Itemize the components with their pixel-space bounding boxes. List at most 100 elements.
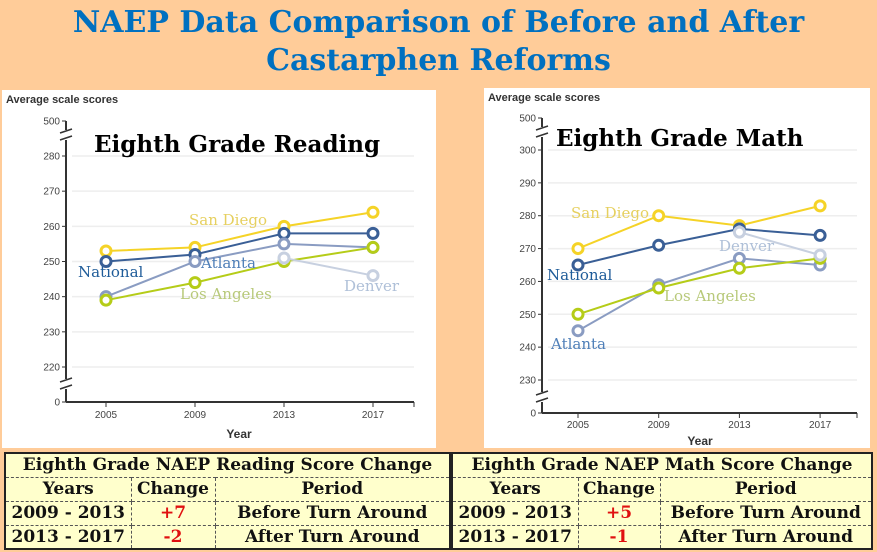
cell-period: Before Turn Around (659, 500, 873, 526)
data-point-denver (366, 269, 380, 283)
title-line-1: NAEP Data Comparison of Before and After (72, 5, 805, 40)
cell-change: +7 (130, 500, 216, 526)
reading-change-table: Eighth Grade NAEP Reading Score Change Y… (4, 452, 451, 550)
x-tick-label: 2013 (728, 420, 751, 431)
series-label-denver: Denver (344, 277, 400, 295)
title-line-2: Castarphen Reforms (266, 43, 611, 78)
data-point-atlanta (188, 255, 202, 268)
axis-break-mark (535, 390, 549, 396)
chart-title: Eighth Grade Reading (94, 131, 380, 158)
cell-period: After Turn Around (214, 524, 451, 550)
series-label-san-diego: San Diego (189, 211, 267, 229)
data-point-atlanta (571, 324, 585, 338)
header-period: Period (659, 476, 873, 502)
data-point-los-angeles (188, 276, 202, 290)
y-tick-label: 500 (519, 114, 536, 125)
x-tick-label: 2005 (95, 410, 118, 421)
data-point-san-diego (813, 199, 827, 213)
cell-change: -1 (577, 524, 661, 550)
table-row: 2009 - 2013 +5 Before Turn Around (451, 500, 873, 526)
x-tick-label: 2009 (184, 410, 207, 421)
data-point-los-angeles (99, 293, 113, 307)
data-point-los-angeles (652, 281, 666, 295)
series-label-atlanta: Atlanta (550, 335, 606, 353)
y-tick-label: 280 (43, 152, 60, 163)
page-title: NAEP Data Comparison of Before and After… (0, 4, 877, 80)
series-label-national: National (547, 266, 613, 284)
series-line-denver (739, 231, 821, 257)
y-tick-label: 260 (43, 222, 60, 233)
data-point-national (99, 255, 113, 268)
data-point-denver (813, 248, 827, 262)
axis-break-mark (59, 135, 73, 141)
y-tick-label: 300 (519, 146, 536, 157)
series-line-national (577, 227, 821, 266)
x-tick-label: 2017 (809, 420, 832, 431)
math-change-table: Eighth Grade NAEP Math Score Change Year… (451, 452, 873, 550)
math-chart-panel (484, 88, 870, 448)
y-tick-label: 250 (519, 310, 536, 321)
series-line-los-angeles (105, 246, 374, 302)
series-line-atlanta (105, 242, 374, 298)
data-point-national (571, 258, 585, 272)
header-period: Period (214, 476, 451, 502)
axis-break-mark (535, 132, 549, 138)
y-tick-label: 270 (43, 187, 60, 198)
table-row: 2013 - 2017 -1 After Turn Around (451, 524, 873, 550)
x-tick-label: 2005 (567, 420, 590, 431)
y-tick-label: 240 (43, 292, 60, 303)
cell-years: 2009 - 2013 (451, 500, 579, 526)
table-row: 2009 - 2013 +7 Before Turn Around (4, 500, 451, 526)
table-title: Eighth Grade NAEP Reading Score Change (4, 452, 451, 478)
y-tick-label: 290 (519, 178, 536, 189)
series-label-san-diego: San Diego (571, 204, 649, 222)
table-title: Eighth Grade NAEP Math Score Change (451, 452, 873, 478)
series-line-atlanta (577, 257, 821, 332)
cell-years: 2013 - 2017 (4, 524, 132, 550)
x-axis-label: Year (687, 434, 713, 448)
axis-break-mark (59, 384, 73, 390)
cell-years: 2013 - 2017 (451, 524, 579, 550)
series-label-atlanta: Atlanta (200, 254, 256, 272)
header-years: Years (451, 476, 579, 502)
data-point-atlanta (277, 237, 291, 251)
axis-break-mark (59, 128, 73, 134)
y-tick-label: 250 (43, 257, 60, 268)
x-axis-label: Year (226, 427, 252, 441)
header-years: Years (4, 476, 132, 502)
y-tick-label: 500 (43, 117, 60, 128)
x-tick-label: 2013 (273, 410, 296, 421)
y-axis-label: Average scale scores (488, 92, 600, 104)
series-line-san-diego (577, 204, 821, 250)
series-line-denver (283, 257, 374, 277)
y-axis-label: Average scale scores (6, 94, 118, 106)
data-point-san-diego (652, 209, 666, 223)
axis-break-mark (535, 125, 549, 131)
series-line-los-angeles (577, 257, 821, 316)
x-tick-label: 2017 (362, 410, 385, 421)
data-point-los-angeles (571, 307, 585, 321)
cell-change: +5 (577, 500, 661, 526)
y-tick-label: 240 (519, 343, 536, 354)
series-label-los-angeles: Los Angeles (180, 285, 272, 303)
y-tick-label: 260 (519, 277, 536, 288)
table-row: 2013 - 2017 -2 After Turn Around (4, 524, 451, 550)
axis-break-mark (535, 397, 549, 403)
reading-chart-panel (2, 90, 436, 448)
y-tick-label: 280 (519, 211, 536, 222)
y-tick-label: 0 (54, 398, 60, 409)
data-point-national (652, 238, 666, 252)
header-change: Change (577, 476, 661, 502)
y-tick-label: 0 (530, 409, 536, 420)
y-tick-label: 270 (519, 244, 536, 255)
series-line-san-diego (105, 211, 374, 252)
cell-years: 2009 - 2013 (4, 500, 132, 526)
cell-period: Before Turn Around (214, 500, 451, 526)
series-label-los-angeles: Los Angeles (664, 287, 756, 305)
y-tick-label: 220 (43, 363, 60, 374)
data-point-san-diego (571, 242, 585, 256)
axis-break-mark (59, 377, 73, 383)
series-label-denver: Denver (719, 237, 775, 255)
data-point-national (813, 228, 827, 242)
